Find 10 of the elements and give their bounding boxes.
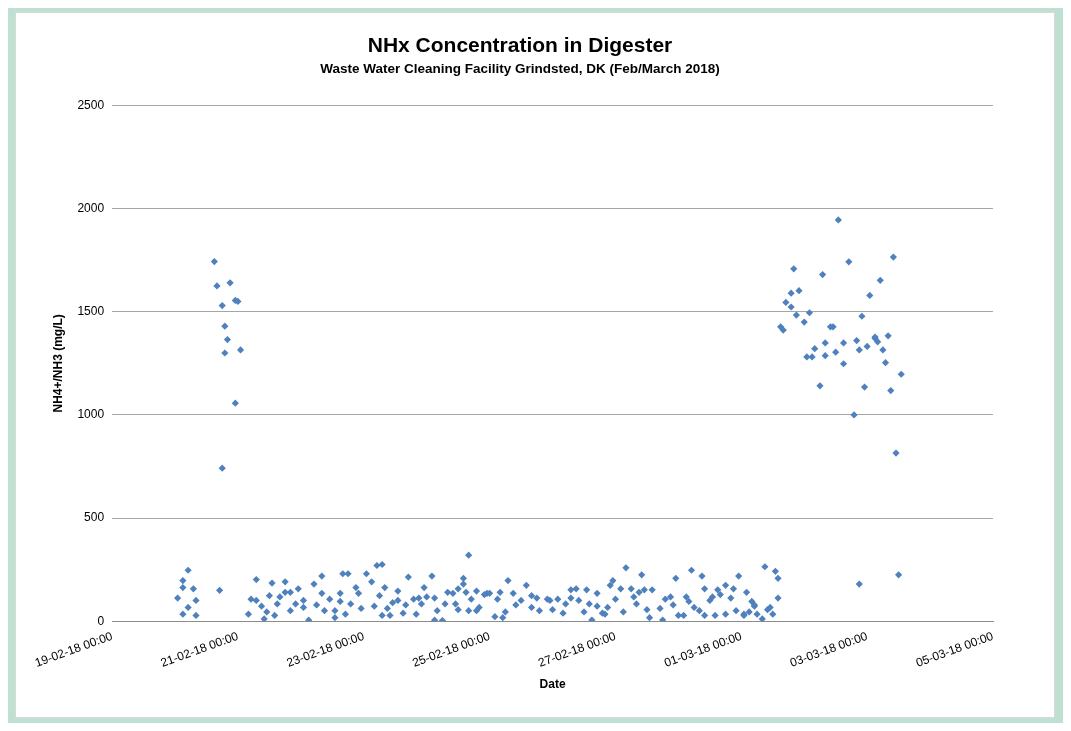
- y-tick-label: 1000: [77, 407, 105, 422]
- y-tick-label: 500: [84, 510, 105, 525]
- x-axis-title: Date: [539, 677, 566, 692]
- y-axis-title: NH4+/NH3 (mg/L): [50, 314, 65, 413]
- y-tick-label: 2500: [77, 97, 105, 112]
- y-tick-label: 2000: [77, 200, 105, 215]
- y-tick-label: 0: [97, 613, 105, 628]
- y-tick-label: 1500: [77, 304, 105, 319]
- chart-subtitle: Waste Water Cleaning Facility Grindsted, DK (Feb/March 2018): [320, 61, 720, 77]
- chart-title: NHx Concentration in Digester: [367, 33, 673, 57]
